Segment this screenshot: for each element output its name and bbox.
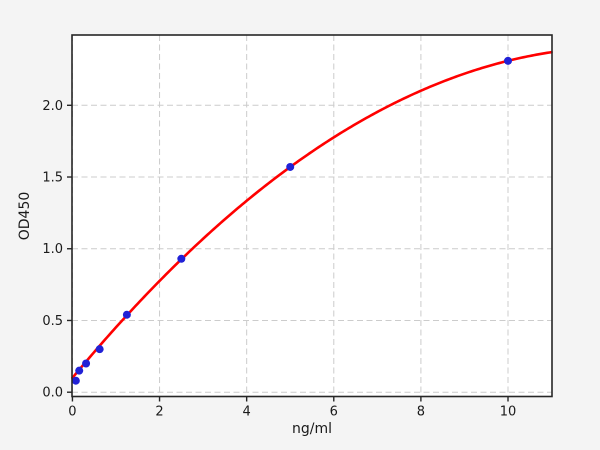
axis-ticks: [67, 104, 509, 402]
x-tick-label: 8: [417, 405, 425, 420]
tick-labels: 0 2 4 6 8 10 0.0 0.5 1.0 1.5 2.0: [42, 99, 516, 420]
fit-curve: [71, 50, 553, 380]
data-point: [177, 254, 186, 263]
y-axis-label: OD450: [17, 192, 33, 241]
x-tick-label: 10: [500, 405, 517, 420]
plot-area: [72, 35, 552, 397]
x-axis-label: ng/ml: [292, 421, 332, 437]
y-tick-label: 0.0: [42, 386, 63, 401]
data-point: [95, 345, 104, 354]
x-tick-label: 0: [68, 405, 76, 420]
plot-border: [71, 34, 553, 398]
data-point: [71, 376, 80, 385]
data-point: [504, 56, 513, 65]
data-points: [71, 56, 513, 385]
plot-contents: [71, 50, 553, 385]
x-tick-label: 4: [243, 405, 251, 420]
data-point: [75, 366, 84, 375]
x-tick-label: 6: [330, 405, 338, 420]
data-point: [122, 310, 131, 319]
y-tick-label: 2.0: [42, 99, 63, 114]
x-tick-label: 2: [155, 405, 163, 420]
y-tick-label: 1.0: [42, 242, 63, 257]
y-tick-label: 0.5: [42, 314, 63, 329]
data-point: [286, 162, 295, 171]
y-tick-label: 1.5: [42, 171, 63, 186]
data-point: [82, 359, 91, 368]
